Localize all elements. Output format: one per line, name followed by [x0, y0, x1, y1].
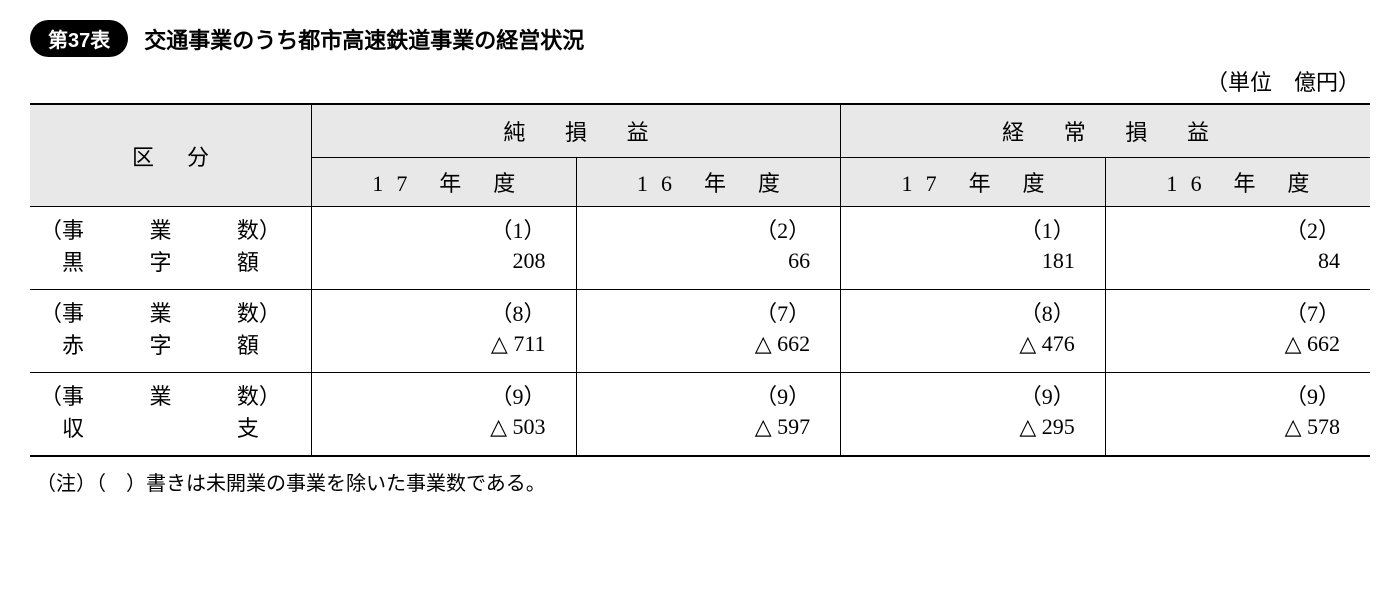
- cell: △ 711: [311, 328, 576, 373]
- cell: （2）: [1105, 207, 1370, 246]
- col-header-group-1: 純損益: [311, 104, 840, 158]
- cell: △ 662: [1105, 328, 1370, 373]
- table-row: 事業数 （1） （2） （1） （2）: [30, 207, 1370, 246]
- cell: 208: [311, 245, 576, 290]
- col-header-y16-a: 16 年 度: [576, 158, 841, 207]
- data-table: 区分 純損益 経常損益 17 年 度 16 年 度 17 年 度 16 年 度 …: [30, 103, 1370, 457]
- table-row: 収支 △ 503 △ 597 △ 295 △ 578: [30, 411, 1370, 456]
- cell: （7）: [1105, 290, 1370, 329]
- cell: （7）: [576, 290, 841, 329]
- cell: 66: [576, 245, 841, 290]
- cell: （9）: [841, 373, 1106, 412]
- cell: △ 503: [311, 411, 576, 456]
- col-header-y16-b: 16 年 度: [1105, 158, 1370, 207]
- table-row: 黒字額 208 66 181 84: [30, 245, 1370, 290]
- row-label-deficit: 赤字額: [30, 328, 311, 373]
- row-label-balance: 収支: [30, 411, 311, 456]
- row-label-count: 事業数: [30, 207, 311, 246]
- cell: △ 578: [1105, 411, 1370, 456]
- cell: △ 476: [841, 328, 1106, 373]
- cell: （9）: [576, 373, 841, 412]
- cell: （9）: [311, 373, 576, 412]
- cell: 181: [841, 245, 1106, 290]
- row-label-count: 事業数: [30, 373, 311, 412]
- cell: （1）: [841, 207, 1106, 246]
- col-header-group-2: 経常損益: [841, 104, 1370, 158]
- cell: （8）: [311, 290, 576, 329]
- table-number-badge: 第37表: [30, 20, 128, 57]
- table-row: 事業数 （9） （9） （9） （9）: [30, 373, 1370, 412]
- cell: （2）: [576, 207, 841, 246]
- table-title: 交通事業のうち都市高速鉄道事業の経営状況: [144, 23, 584, 55]
- col-header-y17-b: 17 年 度: [841, 158, 1106, 207]
- footnote: （注）（ ）書きは未開業の事業を除いた事業数である。: [30, 467, 1370, 496]
- row-label-surplus: 黒字額: [30, 245, 311, 290]
- table-row: 事業数 （8） （7） （8） （7）: [30, 290, 1370, 329]
- unit-label: （単位 億円）: [30, 65, 1370, 97]
- table-row: 赤字額 △ 711 △ 662 △ 476 △ 662: [30, 328, 1370, 373]
- cell: △ 295: [841, 411, 1106, 456]
- col-header-category: 区分: [30, 104, 311, 207]
- cell: （1）: [311, 207, 576, 246]
- cell: △ 597: [576, 411, 841, 456]
- cell: （9）: [1105, 373, 1370, 412]
- row-label-count: 事業数: [30, 290, 311, 329]
- cell: △ 662: [576, 328, 841, 373]
- table-header-row: 第37表 交通事業のうち都市高速鉄道事業の経営状況: [30, 20, 1370, 57]
- col-header-y17-a: 17 年 度: [311, 158, 576, 207]
- cell: 84: [1105, 245, 1370, 290]
- cell: （8）: [841, 290, 1106, 329]
